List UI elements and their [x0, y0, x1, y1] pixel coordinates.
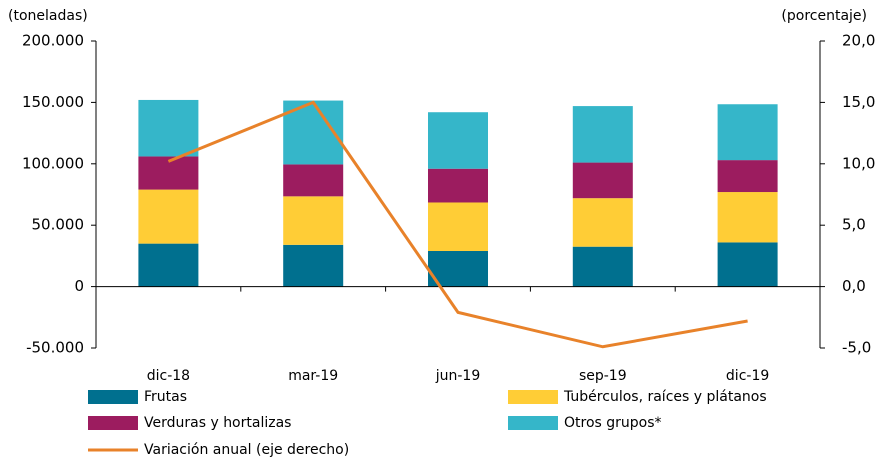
y2-tick-label: 5,0	[842, 216, 866, 234]
y2-tick-label: 0,0	[842, 277, 866, 295]
bar-segment	[717, 192, 778, 243]
y-tick-label: 200.000	[22, 32, 84, 50]
y2-tick-label: 15,0	[842, 93, 875, 111]
bar-segment	[717, 104, 778, 161]
legend-swatch	[508, 416, 558, 430]
bar-segment	[428, 168, 488, 203]
bar-segment	[572, 106, 633, 163]
bar-segment	[717, 242, 778, 287]
legend-swatch	[88, 416, 138, 430]
bar-segment	[138, 99, 199, 157]
bar-segment	[428, 250, 488, 287]
legend-label: Otros grupos*	[564, 415, 662, 431]
legend-label: Frutas	[144, 389, 187, 405]
line-series	[167, 100, 748, 349]
bar-segment	[283, 196, 344, 245]
y-tick-label: 150.000	[22, 93, 84, 111]
x-tick-label: jun-19	[435, 368, 481, 384]
bar-segment	[138, 189, 199, 244]
legend-swatch	[88, 390, 138, 404]
legend-label: Variación anual (eje derecho)	[144, 442, 349, 458]
y-axis-label: (toneladas)	[8, 8, 88, 24]
bar-segment	[428, 112, 488, 169]
bar-segment	[138, 156, 199, 190]
y-tick-label: 0	[74, 277, 84, 295]
bar-segment	[717, 160, 778, 193]
legend-swatch	[508, 390, 558, 404]
y2-tick-label: 10,0	[842, 154, 875, 172]
x-tick-label: dic-18	[147, 368, 190, 384]
x-tick-label: mar-19	[288, 368, 338, 384]
y2-axis-label: (porcentaje)	[781, 8, 867, 24]
legend-label: Tubérculos, raíces y plátanos	[563, 389, 767, 405]
x-tick-label: sep-19	[579, 368, 627, 384]
bar-segment	[428, 202, 488, 251]
bar-segment	[572, 162, 633, 199]
y2-tick-label: 20,0	[842, 32, 875, 50]
bar-segment	[572, 198, 633, 247]
x-tick-label: dic-19	[726, 368, 769, 384]
y-tick-label: -50.000	[26, 339, 84, 357]
bar-segment	[572, 246, 633, 287]
legend-label: Verduras y hortalizas	[144, 415, 291, 431]
bar-segment	[283, 244, 344, 287]
y-tick-label: 50.000	[32, 216, 85, 234]
bar-segment	[138, 243, 199, 287]
y2-tick-label: -5,0	[842, 339, 871, 357]
bar-segment	[283, 164, 344, 197]
y-tick-label: 100.000	[22, 154, 84, 172]
